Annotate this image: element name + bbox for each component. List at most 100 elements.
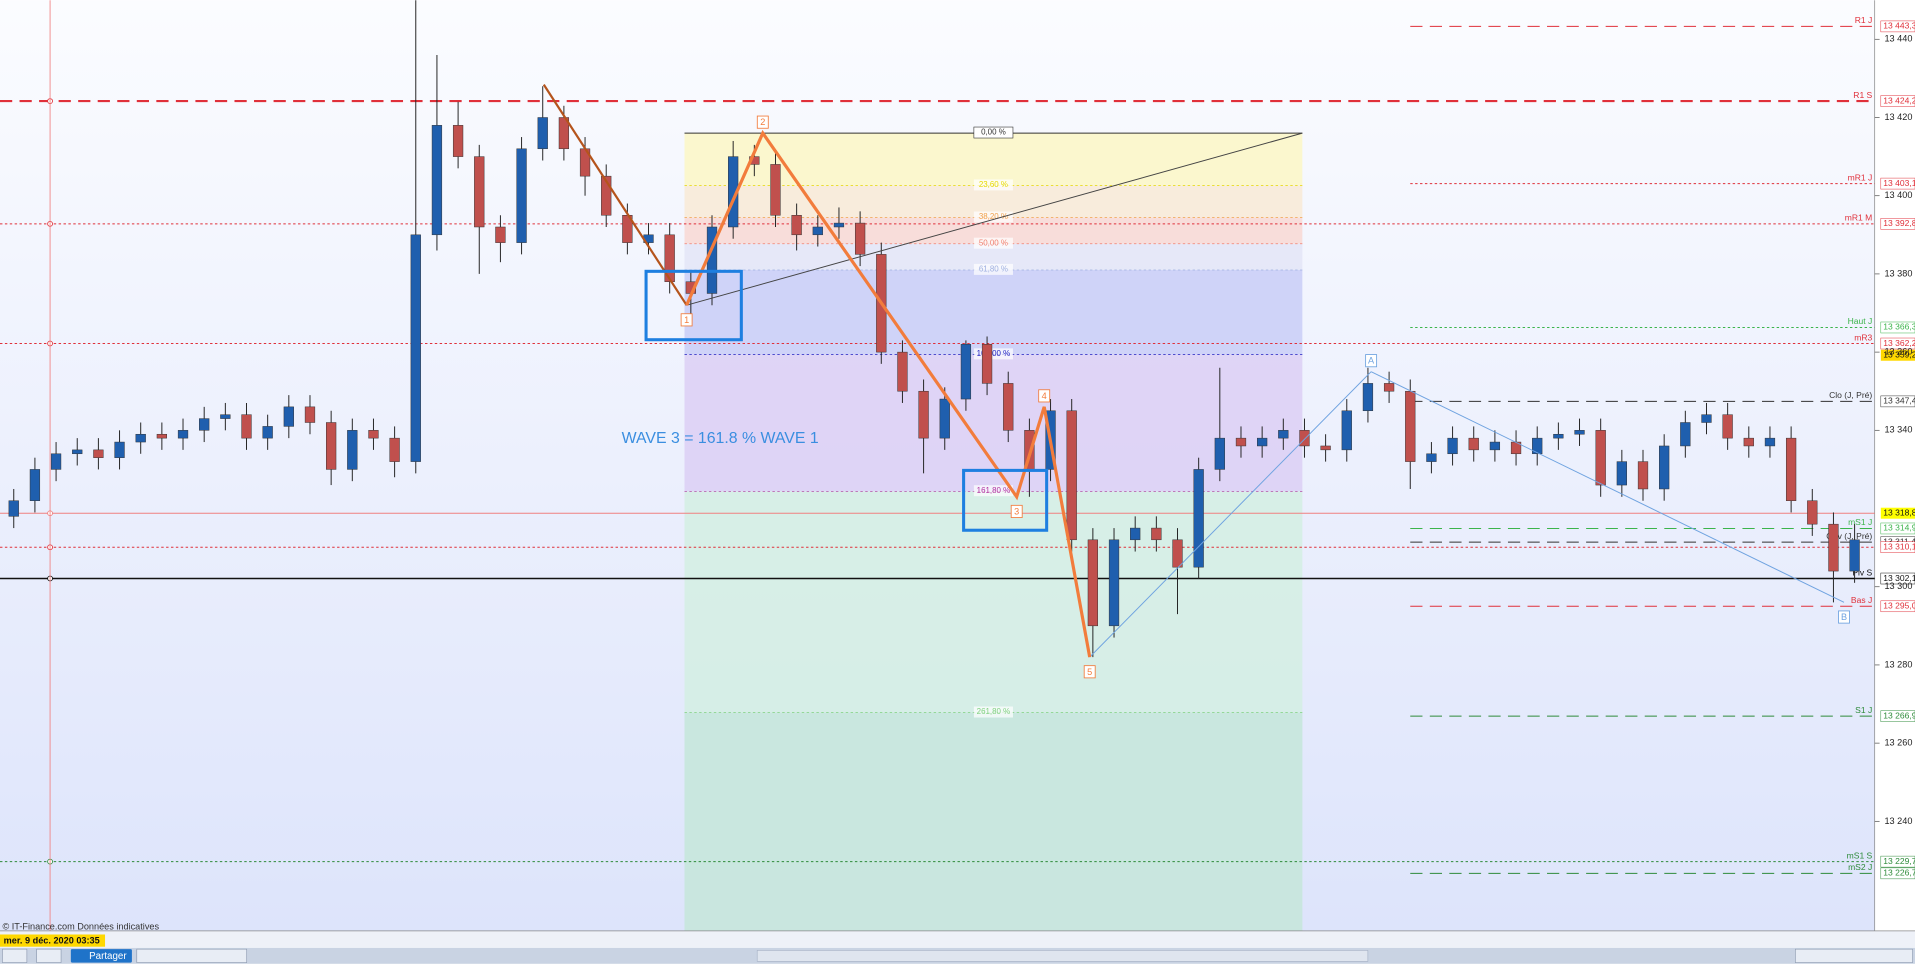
- y-tick-label: 13 400: [1884, 190, 1912, 200]
- candle-body: [1003, 383, 1014, 431]
- candle-body: [981, 344, 993, 384]
- highlight-box: [644, 269, 743, 342]
- tool-button[interactable]: [36, 948, 62, 963]
- waves-label: 2: [760, 117, 765, 127]
- level-name: Clo (J, Pré): [1829, 390, 1872, 400]
- candle-body: [791, 215, 802, 236]
- waves-path: [685, 129, 1092, 658]
- candle-body: [156, 433, 167, 439]
- price-tag: [1880, 177, 1915, 190]
- candle-body: [918, 390, 929, 439]
- y-tick-label: 13 340: [1884, 425, 1912, 435]
- candle-body: [601, 175, 612, 216]
- level-name: R1 S: [1853, 90, 1872, 100]
- price-tag: [1880, 522, 1915, 535]
- credit: © IT-Finance.com Données indicatives: [2, 922, 159, 932]
- waves-label: 4: [1042, 391, 1047, 401]
- scrollbar[interactable]: [756, 950, 1369, 962]
- candle-body: [1214, 437, 1225, 470]
- candle-body: [474, 156, 485, 228]
- price-tag: [1880, 507, 1915, 519]
- candle-body: [1087, 539, 1098, 627]
- candle-body: [1574, 430, 1585, 435]
- price-tag: [1880, 541, 1915, 553]
- candles-layer: [8, 0, 1860, 658]
- level-name: Bas J: [1851, 595, 1872, 605]
- fib-label-box: [973, 211, 1013, 223]
- level-name: mR1 J: [1848, 172, 1873, 182]
- waves-label-box: [1083, 665, 1096, 679]
- candle-body: [1764, 437, 1776, 447]
- candle-body: [1257, 437, 1268, 447]
- level-name: S1 J: [1855, 705, 1872, 715]
- share-button[interactable]: [70, 949, 132, 963]
- annotation: WAVE 3 = 161.8 % WAVE 1: [622, 430, 819, 447]
- level-name: mR1 M: [1845, 213, 1873, 223]
- trendline: [686, 132, 1303, 306]
- fib-label-box: [973, 263, 1013, 275]
- candle-body: [93, 449, 104, 458]
- candle-body: [1108, 539, 1120, 627]
- candle-body: [1553, 433, 1564, 439]
- y-tick-label: 13 300: [1884, 581, 1912, 591]
- price-tag: [1880, 395, 1915, 408]
- price-tag: [1880, 218, 1915, 230]
- price-tag: [1880, 321, 1915, 334]
- date-badge: [0, 934, 106, 947]
- levels-layer: R1 J 13 443,3 R1 S 13 424,2 mR1 J 13 403,1 mR1…: [0, 15, 1915, 880]
- x-axis-background: [0, 930, 1915, 948]
- y-tick-label: 13 380: [1884, 268, 1912, 278]
- candle-body: [8, 500, 19, 517]
- candle-body: [516, 148, 527, 243]
- candle-body: [199, 418, 210, 431]
- price-tag-label: 13 359,2: [1883, 349, 1915, 359]
- tool-group[interactable]: [136, 948, 248, 963]
- candle-body: [1130, 527, 1141, 541]
- candle-body: [50, 453, 62, 470]
- waves-label-box: [680, 313, 693, 327]
- level-name: mS2 J: [1848, 862, 1872, 872]
- level-name: mS1 S: [1847, 850, 1873, 860]
- candle-body: [1341, 410, 1352, 451]
- fib-label-box: [973, 237, 1013, 249]
- candle-body: [1320, 445, 1331, 451]
- candle-body: [1299, 430, 1310, 447]
- price-tag-label: 13 226,7: [1883, 868, 1915, 878]
- candle-body: [1235, 437, 1247, 447]
- candle-body: [368, 430, 379, 439]
- zoom-tools[interactable]: [1795, 948, 1913, 963]
- candle-body: [1680, 422, 1691, 447]
- y-tick-label: 13 440: [1884, 34, 1912, 44]
- candle-body: [1362, 383, 1374, 412]
- waves-label: 5: [1087, 667, 1092, 677]
- fib-zone: [684, 133, 1303, 186]
- candle-body: [410, 234, 421, 462]
- candle-body: [897, 351, 908, 392]
- price-tag-label: 13 424,2: [1883, 95, 1915, 105]
- price-tag-label: 13 403,1: [1883, 178, 1915, 188]
- candle-body: [347, 430, 358, 470]
- candle-body: [452, 125, 464, 157]
- candle-body: [1151, 527, 1162, 541]
- corrective-path: [1370, 371, 1845, 603]
- fib-label: 161,80 %: [977, 486, 1010, 495]
- tool-button[interactable]: [2, 948, 28, 963]
- candle-body: [29, 469, 41, 501]
- candle-body: [1489, 441, 1501, 451]
- waves-label: 1: [684, 315, 689, 325]
- candle-body: [1193, 469, 1204, 568]
- fib-label: 61,80 %: [979, 264, 1008, 273]
- candle-body: [833, 222, 845, 228]
- level-name: mR3: [1854, 332, 1872, 342]
- candle-body: [1172, 539, 1183, 568]
- share-label[interactable]: Partager: [89, 951, 127, 962]
- fib-label-box: [973, 126, 1014, 139]
- drawings-layer: 1 2 3 4 5 A B: [542, 84, 1850, 679]
- price-tag: [1880, 572, 1915, 585]
- price-tag-label: 13 366,3: [1883, 322, 1915, 332]
- candle-body: [939, 398, 950, 439]
- price-tag: [1880, 867, 1915, 880]
- corrective-label-box: [1838, 610, 1850, 624]
- candle-body: [241, 414, 252, 439]
